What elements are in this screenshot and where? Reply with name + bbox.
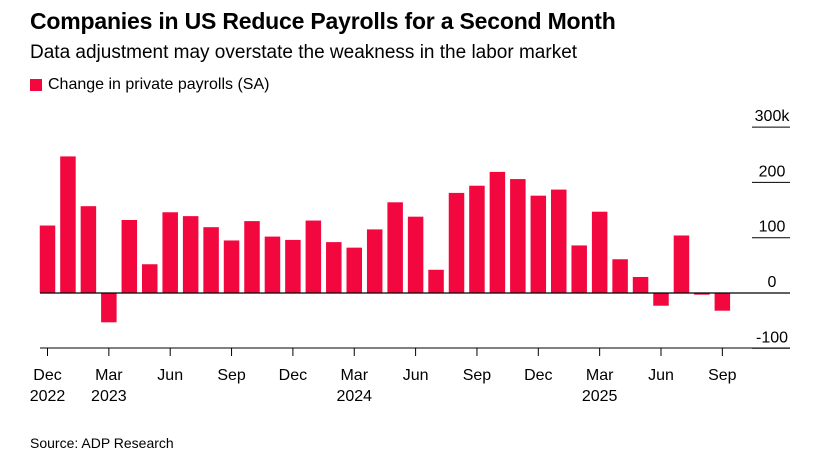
gridlines [752, 126, 790, 349]
bar [407, 216, 424, 293]
x-tick-label: Sep [708, 367, 737, 384]
x-tick-label: Dec [279, 367, 307, 384]
y-tick-label: -100 [756, 329, 788, 346]
bar [203, 227, 219, 293]
bar [366, 229, 383, 293]
bar [591, 211, 608, 293]
y-tick-label: 300k [755, 108, 791, 125]
bar [223, 240, 240, 293]
bar [346, 247, 362, 293]
bar [244, 221, 260, 293]
x-tick-label: Jun [157, 367, 183, 384]
x-tick-label: Mar [340, 367, 368, 384]
bar [162, 212, 178, 293]
bar [305, 220, 322, 293]
bar [60, 156, 76, 293]
source-note: Source: ADP Research [30, 435, 174, 451]
bar [571, 245, 587, 293]
bar [551, 189, 567, 293]
bar [326, 242, 342, 293]
bar [694, 293, 710, 295]
bar [448, 192, 465, 293]
legend: Change in private payrolls (SA) [30, 76, 269, 94]
bar [673, 235, 690, 293]
x-tick-label: Mar [586, 367, 614, 384]
bar [510, 179, 526, 293]
bar [612, 259, 628, 293]
x-tick-year-label: 2022 [30, 388, 66, 405]
x-tick-label: Sep [463, 367, 492, 384]
x-tick-label: Dec [524, 367, 552, 384]
x-tick-label: Sep [217, 367, 246, 384]
bar [530, 195, 547, 293]
bar [285, 239, 301, 293]
y-tick-label: 200 [759, 163, 786, 180]
chart-subtitle: Data adjustment may overstate the weakne… [30, 42, 578, 63]
bars [39, 156, 731, 323]
bar [182, 216, 199, 293]
bar [80, 206, 97, 293]
y-tick-label: 100 [759, 219, 786, 236]
bar [121, 220, 138, 293]
x-tick-year-label: 2025 [582, 388, 618, 405]
bar [264, 236, 281, 293]
y-tick-label: 0 [768, 274, 777, 291]
bar [101, 293, 117, 323]
x-tick-year-label: 2024 [336, 388, 372, 405]
bar [714, 293, 731, 311]
bar [39, 225, 56, 293]
bar [632, 276, 649, 293]
bar [387, 202, 403, 293]
x-tick-year-label: 2023 [91, 388, 127, 405]
axes: -100 0 100 200 300k Dec 2022 Mar 2023 Jun Sep Dec Ma… [30, 108, 791, 405]
bar [489, 171, 506, 293]
bar [469, 185, 485, 293]
legend-label: Change in private payrolls (SA) [48, 76, 270, 93]
x-tick-label: Mar [95, 367, 123, 384]
bar [142, 264, 158, 293]
legend-swatch [30, 79, 42, 91]
x-tick-label: Dec [33, 367, 61, 384]
x-tick-label: Jun [403, 367, 429, 384]
bar [653, 293, 669, 306]
x-tick-label: Jun [648, 367, 674, 384]
bar [428, 269, 444, 293]
chart-title: Companies in US Reduce Payrolls for a Se… [30, 8, 616, 34]
